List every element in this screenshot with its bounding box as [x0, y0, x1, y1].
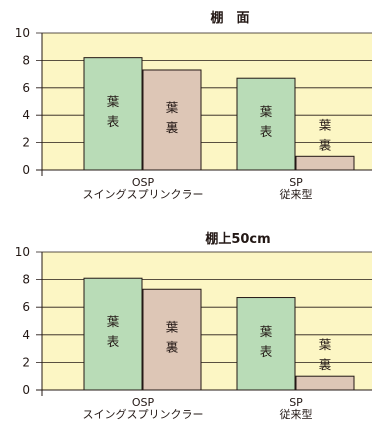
category-label: スイングスプリンクラー	[83, 187, 204, 201]
chart-title: 棚 面	[210, 10, 249, 26]
y-tick-label: 6	[22, 300, 30, 314]
y-tick-label: 10	[15, 245, 30, 259]
category-label: スイングスプリンクラー	[83, 407, 204, 421]
chart-title: 棚上50cm	[205, 231, 270, 247]
bar-label-char: 葉	[166, 320, 179, 335]
category-label: OSP	[132, 176, 155, 189]
y-tick-label: 0	[22, 163, 30, 177]
bar-label-char: 葉	[260, 104, 273, 119]
bar-label-char: 葉	[319, 117, 332, 132]
bar-label-char: 裏	[319, 137, 332, 152]
bar-label-char: 葉	[107, 314, 120, 329]
y-tick-label: 10	[15, 26, 30, 40]
category-label: SP	[289, 176, 303, 189]
bar	[295, 375, 355, 391]
bar-label: 葉裏	[319, 337, 332, 372]
bar-label-char: 裏	[319, 357, 332, 372]
bar	[83, 57, 143, 171]
y-tick-label: 0	[22, 383, 30, 397]
bar-label: 葉裏	[166, 320, 179, 355]
bar	[295, 155, 355, 171]
bar-label: 葉表	[260, 324, 273, 359]
bar-label-char: 裏	[166, 340, 179, 355]
y-tick-label: 2	[22, 355, 30, 369]
y-tick-label: 8	[22, 53, 30, 67]
y-tick-label: 6	[22, 81, 30, 95]
bar-label-char: 裏	[166, 120, 179, 135]
bar-label-char: 表	[107, 114, 120, 129]
bar	[236, 297, 296, 391]
bar-label-char: 表	[260, 344, 273, 359]
category-label: 従来型	[280, 407, 313, 421]
bar	[236, 77, 296, 171]
bar-label: 葉表	[107, 94, 120, 129]
bar-label-char: 葉	[166, 100, 179, 115]
bar-label: 葉表	[107, 314, 120, 349]
bar-label: 葉表	[260, 104, 273, 139]
bar	[83, 277, 143, 391]
bar-label-char: 表	[107, 334, 120, 349]
category-label: OSP	[132, 396, 155, 409]
bar-label: 葉裏	[166, 100, 179, 135]
y-tick-label: 4	[22, 328, 30, 342]
category-label: SP	[289, 396, 303, 409]
y-tick-label: 2	[22, 136, 30, 150]
bar-label-char: 葉	[107, 94, 120, 109]
bar-label: 葉裏	[319, 117, 332, 152]
bar	[142, 288, 202, 391]
category-label: 従来型	[280, 187, 313, 201]
y-tick-label: 4	[22, 108, 30, 122]
bar	[142, 69, 202, 171]
y-tick-label: 8	[22, 273, 30, 287]
bar-label-char: 表	[260, 124, 273, 139]
bar-label-char: 葉	[260, 324, 273, 339]
bar-label-char: 葉	[319, 337, 332, 352]
